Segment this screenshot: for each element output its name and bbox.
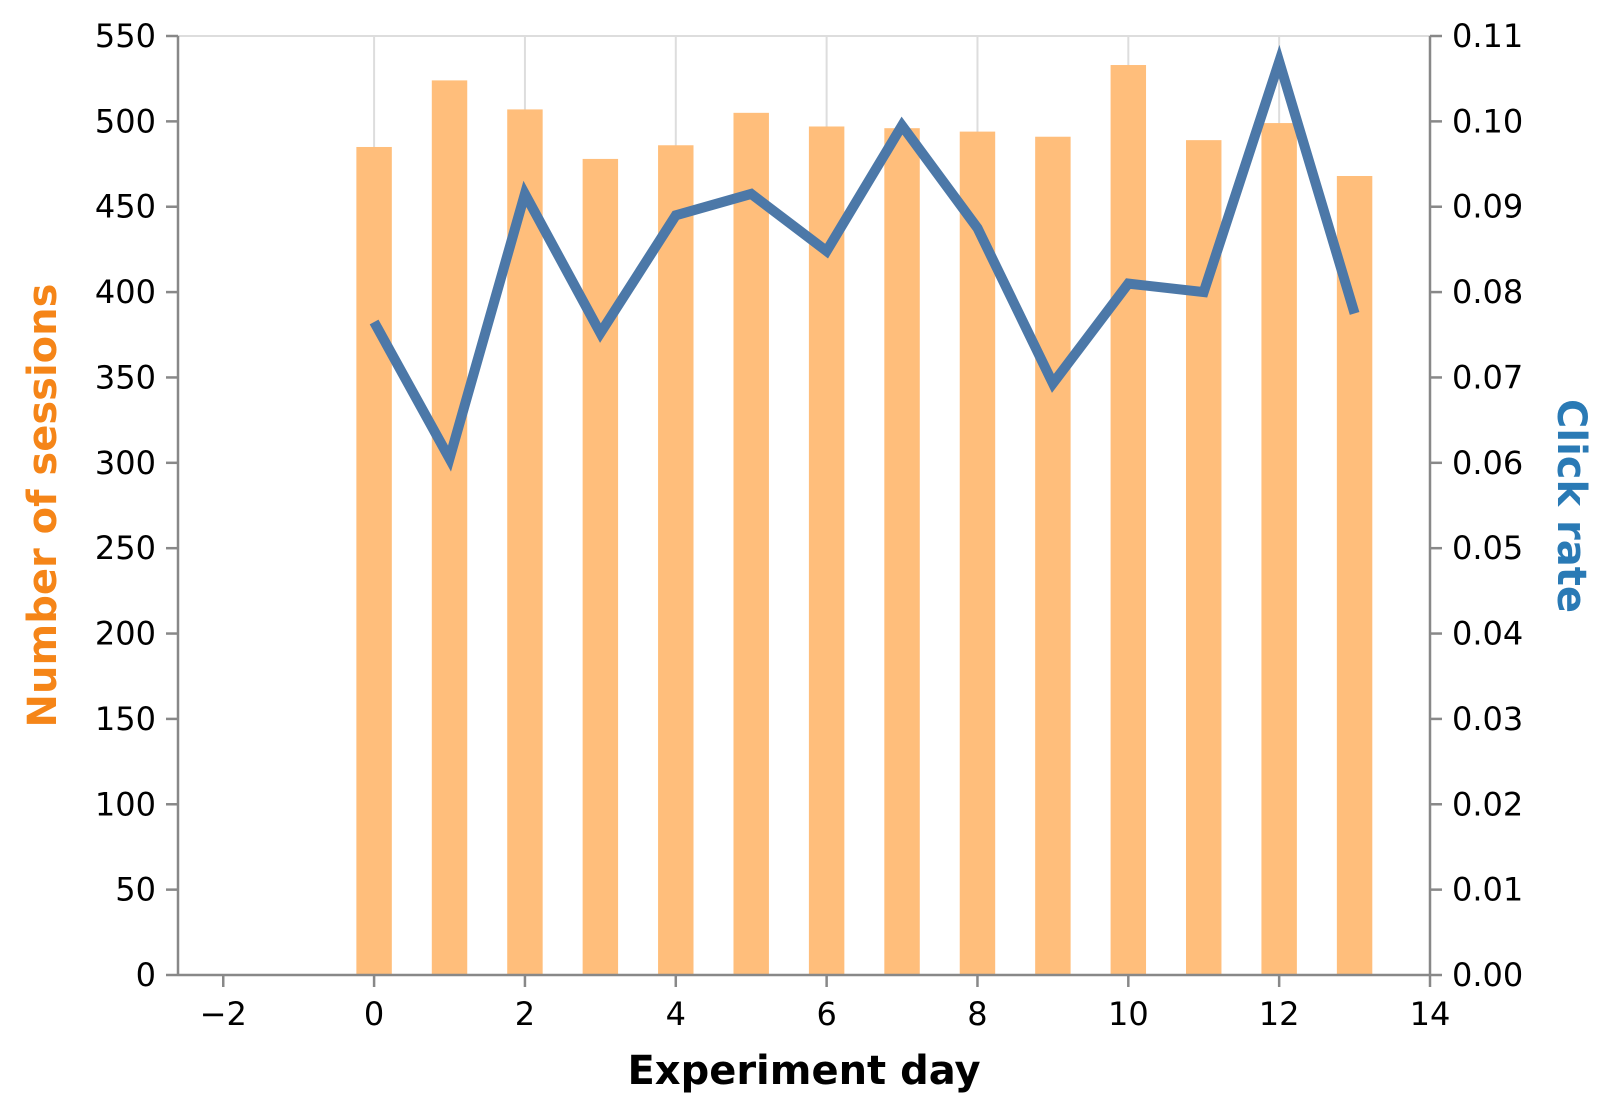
y-right-tick-label: 0.06	[1452, 444, 1523, 482]
y-left-tick-label: 300	[95, 444, 156, 482]
y-right-tick-label: 0.08	[1452, 273, 1523, 311]
bar	[1261, 123, 1297, 975]
y-left-tick-label: 450	[95, 188, 156, 226]
x-tick-label: −2	[200, 995, 247, 1033]
y-left-tick-label: 250	[95, 529, 156, 567]
y-left-tick-label: 350	[95, 358, 156, 396]
y-left-tick-label: 150	[95, 700, 156, 738]
x-tick-label: 0	[364, 995, 384, 1033]
x-tick-label: 8	[967, 995, 987, 1033]
y-right-tick-label: 0.04	[1452, 615, 1523, 653]
bar	[1035, 136, 1071, 975]
x-tick-label: 2	[515, 995, 535, 1033]
click-rate-line	[369, 44, 1360, 472]
y-right-tick-label: 0.00	[1452, 956, 1523, 994]
y-right-tick-label: 0.10	[1452, 102, 1523, 140]
x-tick-label: 12	[1259, 995, 1300, 1033]
x-axis-title: Experiment day	[627, 1048, 980, 1094]
bar	[733, 112, 769, 975]
bar	[582, 158, 619, 975]
y-right-tick-label: 0.03	[1452, 700, 1523, 738]
y-right-tick-label: 0.05	[1452, 529, 1523, 567]
y-right-tick-label: 0.02	[1452, 785, 1523, 823]
bar	[1336, 175, 1373, 976]
axes: −2 0 2 4 6 8 10 12 14 0 50 100 150 200 250 300 350 400 450…	[95, 17, 1523, 1033]
line-series	[369, 44, 1360, 472]
x-tick-label: 10	[1108, 995, 1149, 1033]
bar-series	[356, 65, 1373, 976]
bar	[1110, 65, 1147, 976]
y-left-axis-title: Number of sessions	[20, 284, 66, 728]
x-tick-label: 6	[816, 995, 836, 1033]
y-right-tick-label: 0.11	[1452, 17, 1523, 55]
x-tick-label: 4	[666, 995, 686, 1033]
x-tick-label: 14	[1410, 995, 1451, 1033]
y-left-tick-label: 50	[115, 871, 156, 909]
y-left-tick-label: 550	[95, 17, 156, 55]
y-left-tick-label: 400	[95, 273, 156, 311]
bar	[431, 80, 468, 975]
y-right-tick-label: 0.01	[1452, 871, 1523, 909]
y-left-tick-label: 100	[95, 785, 156, 823]
y-right-tick-label: 0.07	[1452, 358, 1523, 396]
bar	[808, 126, 845, 975]
y-left-tick-label: 0	[136, 956, 156, 994]
y-right-tick-label: 0.09	[1452, 188, 1523, 226]
bar	[507, 109, 543, 976]
bar	[959, 131, 996, 975]
bar	[356, 146, 392, 976]
bar	[884, 128, 920, 975]
y-right-axis-title: Click rate	[1548, 399, 1594, 613]
y-left-tick-label: 500	[95, 102, 156, 140]
y-left-tick-label: 200	[95, 615, 156, 653]
bar	[658, 145, 694, 976]
